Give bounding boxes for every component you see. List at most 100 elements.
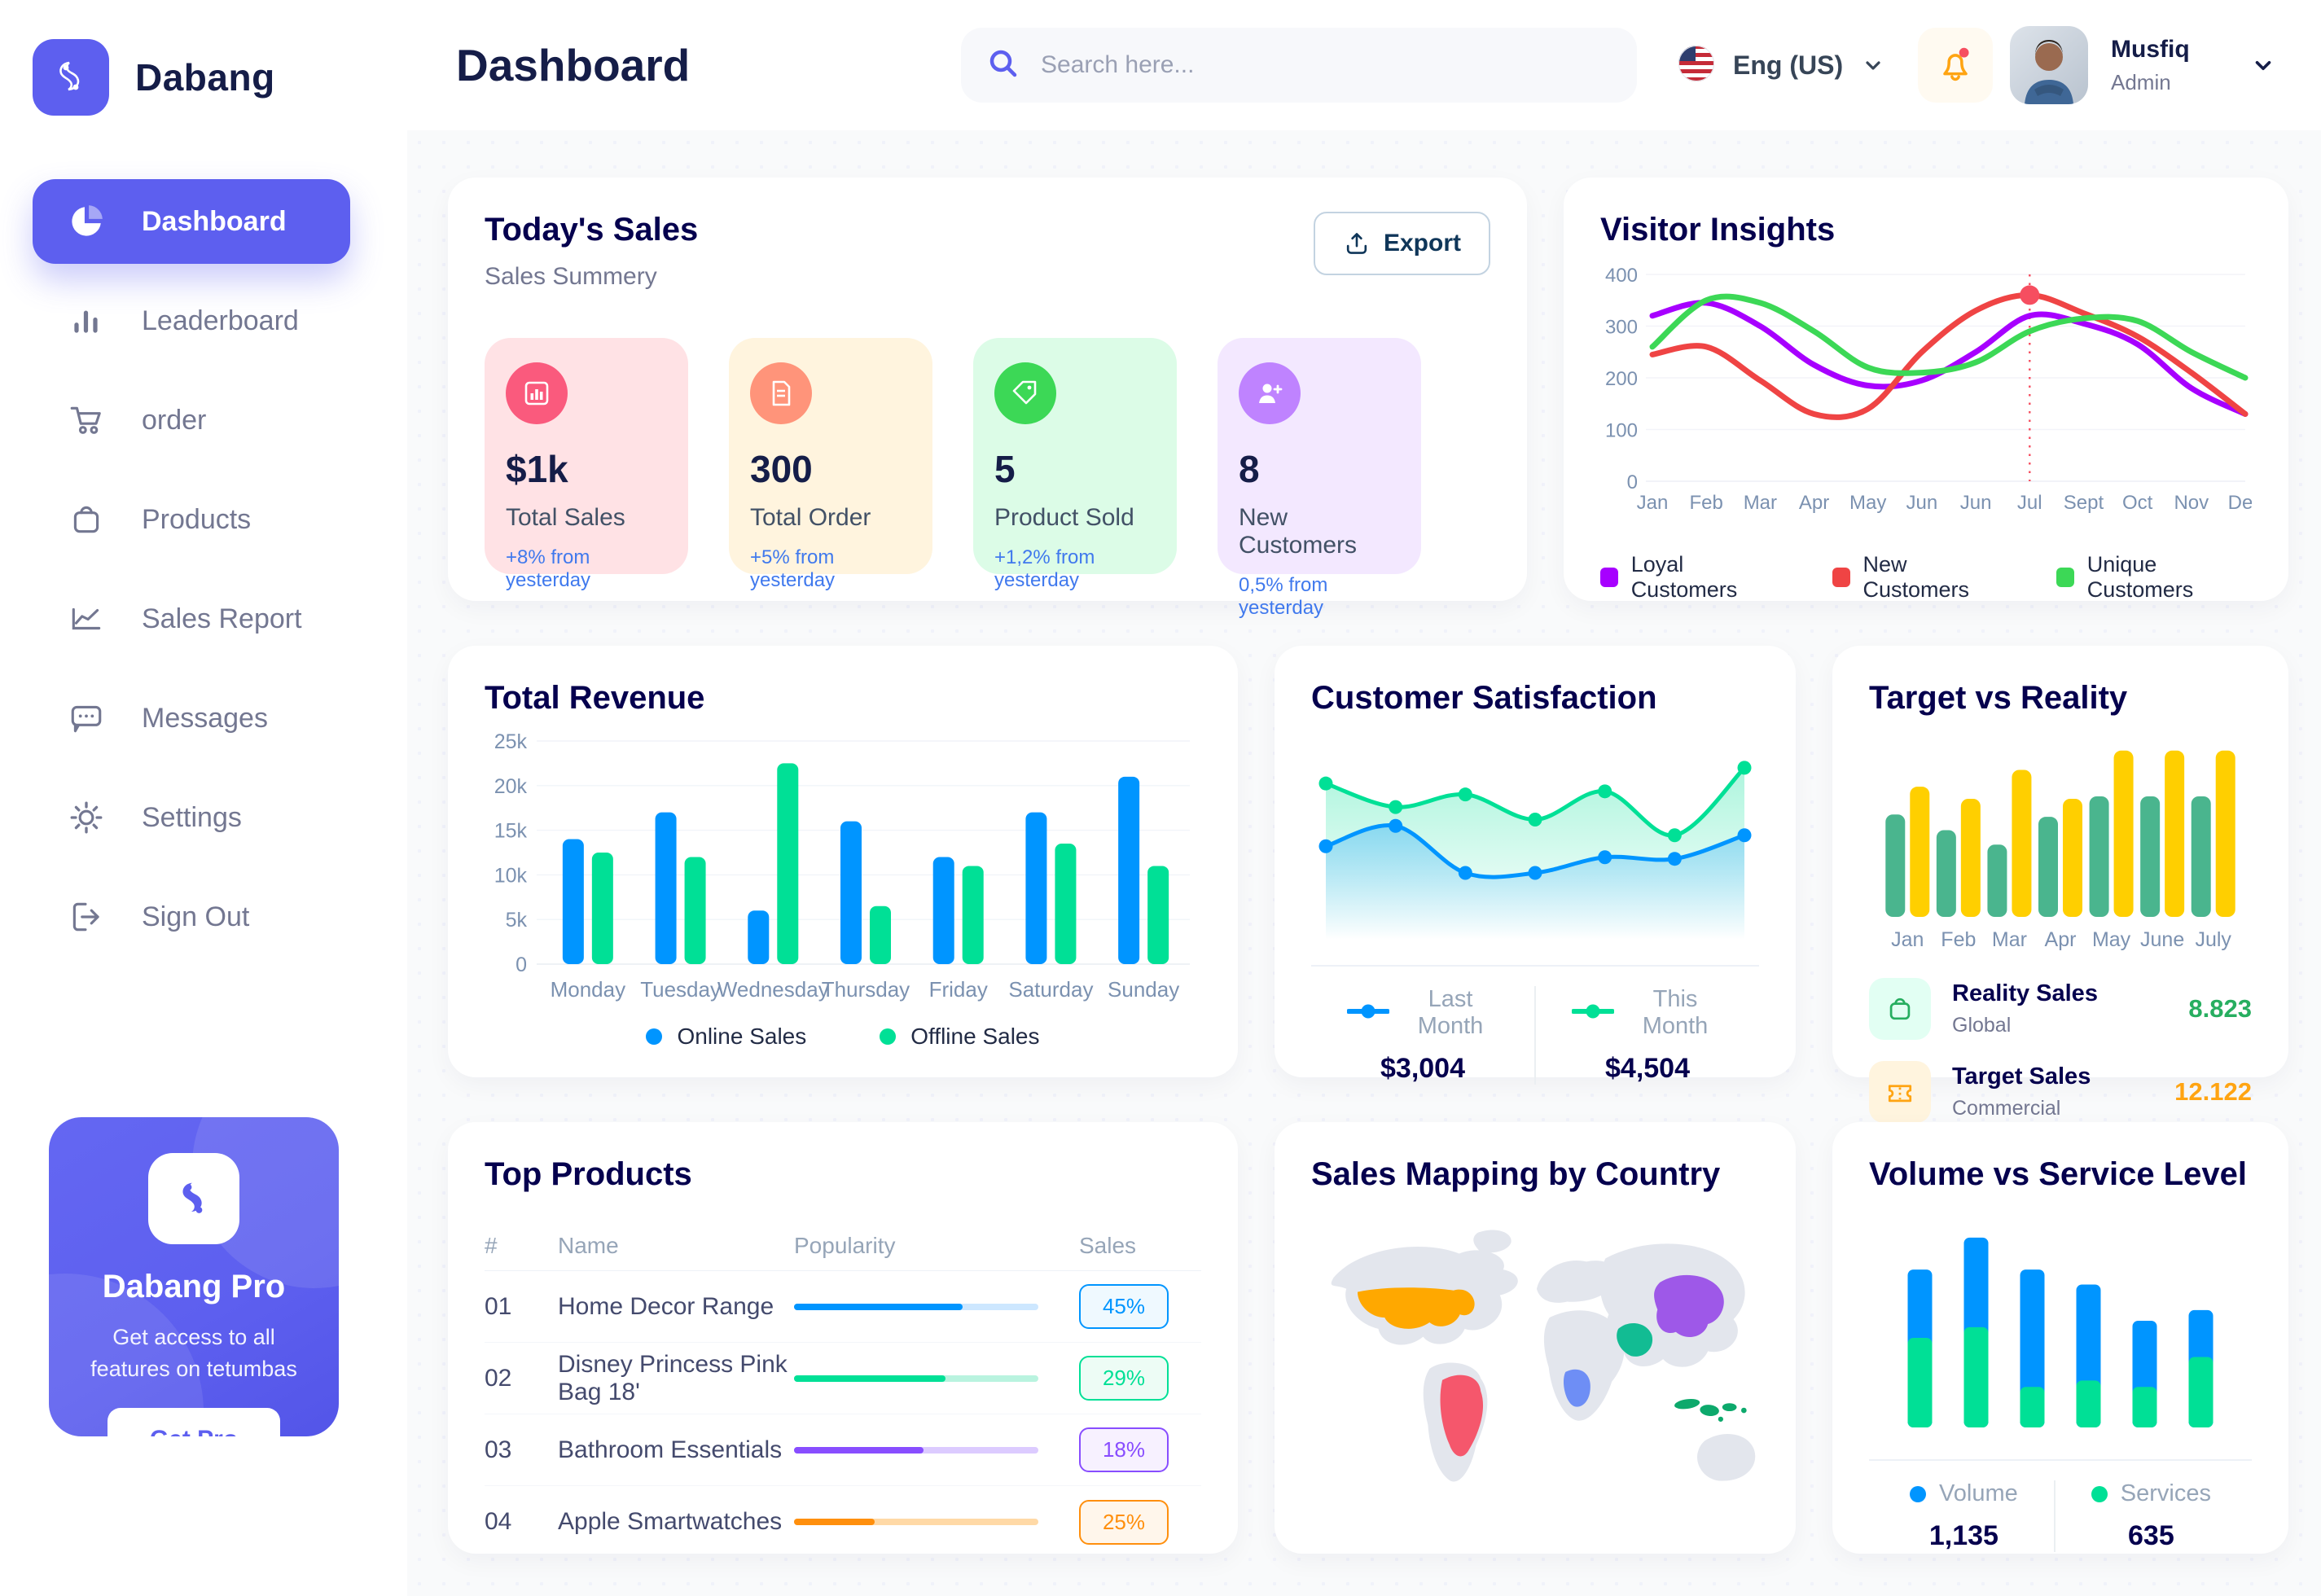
header: Dashboard Eng (US) [407, 0, 2321, 130]
total-revenue-card: Total Revenue 0 5k 10k 15k 20k 25k Monday Tuesd… [448, 646, 1238, 1077]
promo-description: Get access to all features on tetumbas [90, 1325, 297, 1382]
user-role: Admin [2111, 69, 2171, 94]
stat-card-total-order: 300 Total Order +5% from yesterday [729, 338, 932, 591]
sidebar-item-label: Sign Out [142, 901, 250, 932]
sidebar-item-products[interactable]: Products [33, 477, 375, 562]
sidebar-item-settings[interactable]: Settings [33, 775, 375, 860]
us-flag-icon [1678, 45, 1715, 86]
table-row: 01 Home Decor Range 45% [485, 1271, 1201, 1343]
legend-dot [646, 1028, 663, 1045]
legend-item: Services 635 [2053, 1480, 2247, 1552]
chart-bars-icon [506, 362, 568, 424]
svg-text:Jan: Jan [1637, 492, 1669, 514]
sidebar-item-leaderboard[interactable]: Leaderboard [33, 278, 375, 363]
target-vs-reality-legend: Reality Sales Global 8.823 Target Sales Comm… [1869, 978, 2252, 1123]
sidebar-item-label: Leaderboard [142, 305, 299, 336]
svg-text:Feb: Feb [1690, 492, 1723, 514]
svg-text:Oct: Oct [2122, 492, 2153, 514]
brand-name: Dabang [135, 56, 275, 99]
svg-text:July: July [2195, 928, 2231, 951]
file-list-icon [750, 362, 812, 424]
legend-swatch [1832, 568, 1850, 587]
legend-swatch [1600, 568, 1618, 587]
stat-value: 8 [1239, 448, 1260, 490]
get-pro-button[interactable]: Get Pro [107, 1408, 281, 1436]
sidebar-item-messages[interactable]: Messages [33, 676, 375, 761]
target-vs-reality-card: Target vs Reality Jan Feb Mar Apr May June Jul… [1832, 646, 2288, 1123]
top-products-card: Top Products # Name Popularity Sales 01 H… [448, 1122, 1238, 1554]
sidebar-item-label: Sales Report [142, 603, 302, 634]
line-dot-icon [1346, 1003, 1390, 1024]
avatar [2010, 26, 2088, 104]
svg-text:Apr: Apr [2045, 928, 2077, 951]
customer-satisfaction-legend: Last Month $3,004 This Month $4,504 [1311, 986, 1759, 1085]
top-products-table: # Name Popularity Sales 01 Home Decor Ran… [485, 1221, 1201, 1558]
chevron-down-icon [2255, 60, 2271, 71]
brand[interactable]: Dabang [0, 0, 407, 130]
legend-item: Unique Customers [2056, 552, 2252, 603]
cart-icon [67, 401, 106, 440]
customer-satisfaction-card: Customer Satisfaction Last Month $3,004 Th… [1275, 646, 1796, 1085]
svg-text:Thursday: Thursday [822, 977, 910, 1002]
sidebar-item-dashboard[interactable]: Dashboard [33, 179, 350, 264]
sales-badge: 29% [1079, 1356, 1169, 1401]
sidebar-item-label: Messages [142, 702, 268, 734]
notification-bell-button[interactable] [1918, 28, 1993, 103]
stat-card-new-customers: 8 New Customers 0,5% from yesterday [1218, 338, 1421, 619]
bell-icon [1943, 47, 1969, 81]
brand-logo-icon [33, 39, 109, 116]
promo-card: Dabang Pro Get access to all features on… [49, 1117, 339, 1436]
sign-out-icon [67, 897, 106, 936]
stat-label: Total Order [750, 504, 871, 531]
svg-text:Sept: Sept [2064, 492, 2104, 514]
country-indonesia [1674, 1398, 1747, 1422]
language-label: Eng (US) [1733, 50, 1844, 80]
sidebar-item-sales-report[interactable]: Sales Report [33, 577, 375, 661]
popularity-bar [794, 1303, 1038, 1310]
volume-service-title: Volume vs Service Level [1869, 1156, 2247, 1192]
stat-delta: +5% from yesterday [750, 546, 836, 591]
export-button[interactable]: Export [1313, 212, 1490, 275]
volume-service-chart [1907, 1237, 2214, 1427]
svg-text:200: 200 [1605, 368, 1638, 390]
svg-text:Mar: Mar [1992, 928, 2027, 951]
user-plus-icon [1239, 362, 1301, 424]
bag-icon [1869, 978, 1931, 1040]
page-title: Dashboard [456, 40, 691, 90]
svg-text:Jul: Jul [2017, 492, 2042, 514]
svg-text:Nov: Nov [2174, 492, 2209, 514]
stat-card-total-sales: $1k Total Sales +8% from yesterday [485, 338, 688, 591]
sidebar-menu: Dashboard Leaderboard order Products Sales R… [0, 179, 407, 959]
svg-text:15k: 15k [494, 820, 528, 843]
stat-delta: +8% from yesterday [506, 546, 591, 591]
gear-icon [67, 798, 106, 837]
todays-sales-subtitle: Sales Summery [485, 263, 657, 290]
svg-text:5k: 5k [506, 909, 528, 932]
bar-chart-icon [67, 301, 106, 340]
svg-text:Saturday: Saturday [1008, 977, 1093, 1002]
stat-value: $1k [506, 448, 568, 490]
ticket-icon [1869, 1061, 1931, 1123]
legend-row-target-sales: Target Sales Commercial 12.122 [1869, 1061, 2252, 1123]
sidebar-item-sign-out[interactable]: Sign Out [33, 875, 375, 959]
popularity-bar [794, 1375, 1038, 1382]
legend-row-reality-sales: Reality Sales Global 8.823 [1869, 978, 2252, 1040]
language-selector[interactable]: Eng (US) [1678, 45, 1885, 86]
profile-menu[interactable]: Musfiq Admin [2010, 26, 2276, 104]
sales-badge: 45% [1079, 1284, 1169, 1329]
search-input[interactable] [1041, 51, 1612, 79]
stat-delta: +1,2% from yesterday [994, 546, 1095, 591]
sales-badge: 18% [1079, 1427, 1169, 1472]
sidebar: Dabang Dashboard Leaderboard order Products… [0, 0, 407, 1596]
svg-text:Mar: Mar [1744, 492, 1777, 514]
stat-label: Total Sales [506, 504, 625, 531]
stat-value: 300 [750, 448, 813, 490]
visitor-insights-legend: Loyal Customers New Customers Unique Custo… [1600, 552, 2252, 603]
svg-text:Feb: Feb [1941, 928, 1976, 951]
svg-text:Tuesday: Tuesday [640, 977, 721, 1002]
search-icon [985, 46, 1021, 86]
total-revenue-legend: Online Sales Offline Sales [485, 1024, 1201, 1050]
sidebar-item-order[interactable]: order [33, 378, 375, 463]
search-bar[interactable] [961, 28, 1637, 103]
legend-item: New Customers [1832, 552, 2004, 603]
